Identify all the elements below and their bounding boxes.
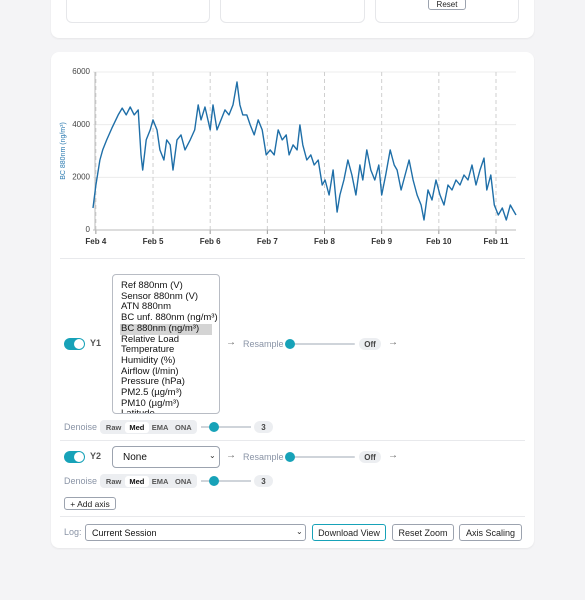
chart: BC 880nm (ng/m³) 0 2000 4000 6000 Feb 4 Feb 5… xyxy=(60,67,517,246)
toggle-knob xyxy=(74,339,84,349)
toggle-knob xyxy=(74,452,84,462)
resample-label: Resample xyxy=(243,339,284,349)
y-tick-label: 6000 xyxy=(72,67,90,76)
slider-track[interactable] xyxy=(287,343,355,345)
series-option[interactable]: Relative Load xyxy=(121,333,180,345)
series-select[interactable]: None ⌄ xyxy=(112,446,220,468)
separator xyxy=(60,516,525,517)
x-tick-label: Feb 7 xyxy=(257,237,278,246)
slider-thumb[interactable] xyxy=(209,422,219,432)
panel-box xyxy=(220,0,365,23)
series-option[interactable]: Temperature xyxy=(121,344,175,356)
top-panel: Reset xyxy=(51,0,534,38)
series-option[interactable]: Ref 880nm (V) xyxy=(121,280,183,291)
denoise-mode[interactable]: EMA xyxy=(151,422,169,432)
slider-track[interactable] xyxy=(201,480,251,482)
toggle[interactable] xyxy=(64,451,85,463)
slider-track[interactable] xyxy=(201,426,251,428)
panel-box: Reset xyxy=(375,0,519,23)
series-listbox[interactable]: Ref 880nm (V) Sensor 880nm (V) ATN 880nm BC… xyxy=(112,274,220,414)
chevron: ⌄ xyxy=(209,451,216,460)
series-option[interactable]: BC 880nm (ng/m³) xyxy=(120,323,212,335)
separator xyxy=(60,440,525,441)
denoise-mode[interactable]: ONA xyxy=(175,476,192,486)
denoise-value: 3 xyxy=(254,475,273,487)
y-tick-label: 0 xyxy=(86,225,91,234)
resample-value: Off xyxy=(359,338,381,350)
x-tick-label: Feb 8 xyxy=(314,237,335,246)
denoise-mode[interactable]: EMA xyxy=(151,476,169,486)
series-option[interactable]: Pressure (hPa) xyxy=(121,376,185,388)
resample-value: Off xyxy=(359,451,381,463)
select-value: None xyxy=(123,451,147,463)
series-option[interactable]: Humidity (%) xyxy=(121,354,176,366)
log-label: Log: xyxy=(64,527,82,537)
arrow-icon: → xyxy=(388,337,398,348)
slider-thumb[interactable] xyxy=(209,476,219,486)
data-line xyxy=(92,81,517,221)
slider-thumb[interactable] xyxy=(285,452,295,462)
resample-label: Resample xyxy=(243,452,284,462)
series-option[interactable]: ATN 880nm xyxy=(121,301,171,313)
axis-label: Y2 xyxy=(90,451,102,461)
x-tick-label: Feb 6 xyxy=(200,237,221,246)
action-button[interactable]: Download View xyxy=(312,524,386,541)
series-option[interactable]: BC unf. 880nm (ng/m³) xyxy=(121,312,218,324)
series-option[interactable]: PM2.5 (µg/m³) xyxy=(121,387,182,399)
toggle[interactable] xyxy=(64,338,85,350)
y-axis-label: BC 880nm (ng/m³) xyxy=(60,122,67,180)
denoise-label: Denoise xyxy=(64,476,98,486)
series-option[interactable]: PM10 (µg/m³) xyxy=(121,397,180,409)
arrow-icon: → xyxy=(388,450,398,461)
reset-button[interactable]: Reset xyxy=(428,0,466,10)
denoise-value: 3 xyxy=(254,421,273,433)
x-tick-label: Feb 11 xyxy=(484,237,509,246)
y-tick-label: 2000 xyxy=(72,172,90,181)
action-button[interactable]: Axis Scaling xyxy=(459,524,522,541)
slider-thumb[interactable] xyxy=(285,339,295,349)
denoise-label: Denoise xyxy=(64,422,98,432)
select-value: Current Session xyxy=(92,527,157,538)
x-tick-label: Feb 9 xyxy=(371,237,392,246)
add-axis-button[interactable]: + Add axis xyxy=(64,497,116,510)
y-tick-label: 4000 xyxy=(72,120,90,129)
axis-label: Y1 xyxy=(90,338,102,348)
denoise-mode[interactable]: Raw xyxy=(105,476,122,486)
series-option[interactable]: Airflow (l/min) xyxy=(121,365,179,377)
denoise-modes: Raw Med EMA ONA xyxy=(100,474,197,488)
arrow-icon: → xyxy=(226,450,236,461)
action-button[interactable]: Reset Zoom xyxy=(392,524,454,541)
denoise-mode[interactable]: Med xyxy=(125,475,149,487)
slider-track[interactable] xyxy=(287,456,355,458)
denoise-mode[interactable]: Raw xyxy=(105,422,122,432)
panel-box xyxy=(66,0,210,23)
separator xyxy=(60,258,525,259)
chevron: ⌄ xyxy=(296,527,303,536)
log-select[interactable]: Current Session ⌄ xyxy=(85,524,306,541)
denoise-mode[interactable]: Med xyxy=(125,421,149,433)
denoise-mode[interactable]: ONA xyxy=(175,422,192,432)
series-option[interactable]: Sensor 880nm (V) xyxy=(121,290,199,302)
denoise-modes: Raw Med EMA ONA xyxy=(100,420,197,434)
x-tick-label: Feb 5 xyxy=(143,237,164,246)
x-tick-label: Feb 4 xyxy=(85,237,106,246)
series-option[interactable]: Latitude xyxy=(121,408,155,414)
x-tick-label: Feb 10 xyxy=(426,237,452,246)
arrow-icon: → xyxy=(226,337,236,348)
